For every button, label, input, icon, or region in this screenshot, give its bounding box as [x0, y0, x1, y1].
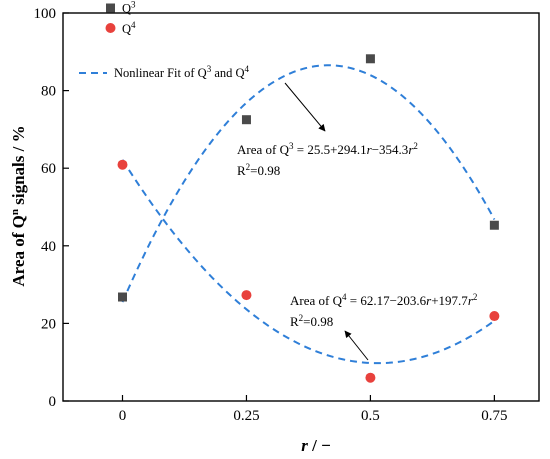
x-axis-var: r [301, 436, 308, 455]
legend: Q3 Q4 Nonlinear Fit of Q3 and Q4 [79, 0, 250, 80]
x-tick-label: 0.75 [481, 408, 507, 424]
q4-eq-sup: 4 [342, 292, 347, 302]
q4-eq-middle2: +197.7 [431, 293, 468, 308]
axis-ticks: 0 0.25 0.5 0.75 0 20 40 60 80 100 [34, 6, 508, 424]
fit-curves [121, 64, 496, 365]
y-tick-label: 100 [34, 6, 57, 22]
x-axis-unit: / − [308, 436, 331, 455]
plot-frame [62, 12, 540, 402]
q3-eq-prefix: Area of Q [237, 142, 290, 157]
q4-eq-sup2: 2 [473, 292, 478, 302]
y-tick-label: 60 [41, 161, 56, 177]
q4-r2-value: =0.98 [303, 314, 333, 329]
q3-eq-middle: = 25.5+294.1 [293, 142, 366, 157]
y-tick-label: 40 [41, 239, 56, 255]
point-q4 [241, 290, 252, 301]
legend-q3-label: Q3 [122, 0, 136, 16]
q4-r2-base: R [290, 314, 299, 329]
y-axis-main: Area of Q [9, 215, 28, 286]
x-tick-label: 0.5 [361, 408, 380, 424]
legend-fit-label: Nonlinear Fit of Q3 and Q4 [114, 64, 250, 80]
legend-fit-sup1: 3 [207, 64, 212, 74]
x-axis-title: r / − [301, 436, 331, 455]
annotation-q4-fit: Area of Q4 = 62.17−203.6r+197.7r2 R2=0.9… [290, 292, 477, 361]
y-tick-label: 0 [49, 394, 57, 410]
fit-curve-q3 [121, 64, 496, 303]
q3-r2-base: R [237, 163, 246, 178]
q4-eq-var1: r [426, 293, 432, 308]
annotation-q3-r2: R2=0.98 [237, 162, 280, 178]
legend-q4-label: Q4 [122, 20, 136, 36]
point-q3 [118, 292, 127, 302]
fit-curve-q4 [121, 159, 495, 365]
q3-eq-sup2: 2 [413, 141, 418, 151]
point-q3 [241, 115, 251, 125]
x-tick-label: 0.25 [233, 408, 259, 424]
y-tick-label: 20 [41, 316, 56, 332]
point-q4 [489, 311, 500, 322]
q3-eq-var2: r [408, 142, 414, 157]
point-q4 [365, 372, 376, 383]
annotation-q3-arrow [284, 82, 326, 132]
legend-fit-middle: and Q [211, 66, 244, 80]
annotation-q4-r2: R2=0.98 [290, 313, 333, 329]
y-tick-label: 80 [41, 84, 56, 100]
q3-eq-middle2: −354.3 [372, 142, 409, 157]
q3-eq-sup: 3 [289, 141, 294, 151]
legend-q4-base: Q [122, 22, 131, 36]
q4-eq-prefix: Area of Q [290, 293, 343, 308]
point-q3 [365, 54, 375, 64]
legend-q3-base: Q [122, 2, 131, 16]
q3-eq-var1: r [367, 142, 373, 157]
q4-r2-sup: 2 [299, 313, 304, 323]
legend-q3-marker [106, 3, 115, 13]
q3-r2-value: =0.98 [250, 163, 280, 178]
q3-r2-sup: 2 [246, 162, 251, 172]
legend-q3-sup: 3 [131, 0, 136, 10]
y-axis-sup: n [9, 209, 21, 215]
legend-q4-sup: 4 [131, 20, 136, 30]
x-tick-label: 0 [119, 408, 127, 424]
legend-q4-marker [105, 23, 116, 33]
annotation-q4-equation: Area of Q4 = 62.17−203.6r+197.7r2 [290, 292, 477, 308]
legend-fit-sup2: 4 [245, 64, 250, 74]
q4-eq-middle: = 62.17−203.6 [346, 293, 426, 308]
plot-area [62, 12, 540, 402]
annotation-q3-equation: Area of Q3 = 25.5+294.1r−354.3r2 [237, 141, 418, 157]
q4-eq-var2: r [468, 293, 474, 308]
y-axis-rest: signals / % [9, 125, 28, 209]
data-points [117, 54, 500, 383]
annotation-q4-arrow [344, 330, 369, 361]
annotation-q3-fit: Area of Q3 = 25.5+294.1r−354.3r2 R2=0.98 [237, 82, 418, 178]
y-axis-title: Area of Qn signals / % [9, 125, 28, 286]
point-q4 [117, 159, 128, 170]
point-q3 [489, 220, 499, 230]
legend-fit-prefix: Nonlinear Fit of Q [114, 66, 207, 80]
